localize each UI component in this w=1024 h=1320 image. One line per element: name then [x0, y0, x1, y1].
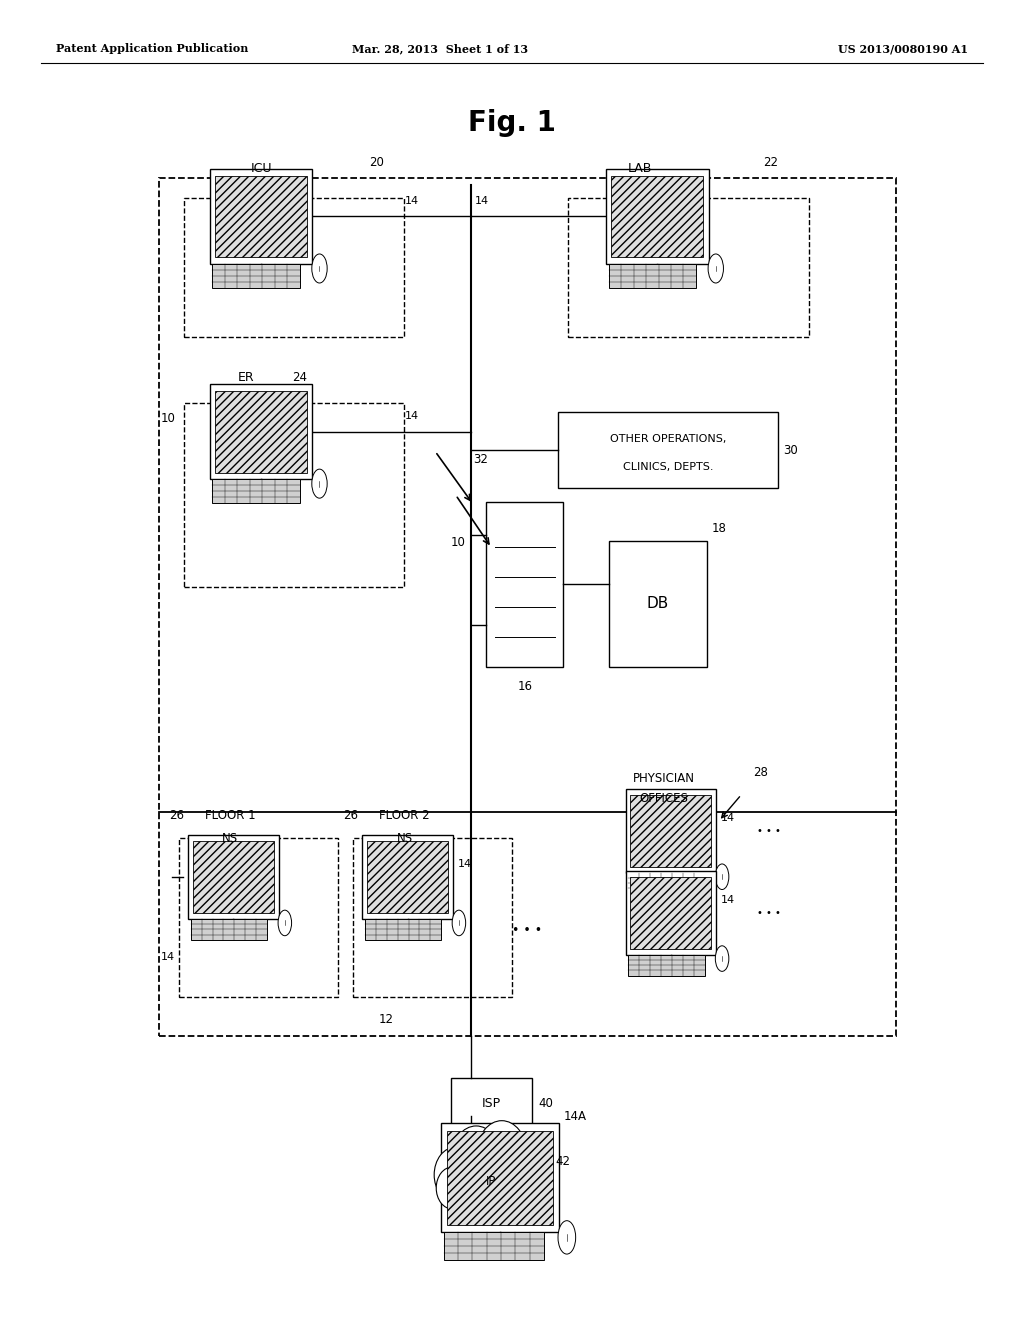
Text: • • •: • • • — [757, 908, 780, 917]
Bar — [630, 876, 712, 949]
Bar — [353, 838, 512, 997]
Text: 14A: 14A — [563, 1110, 587, 1123]
Bar — [193, 841, 274, 913]
Text: 26: 26 — [169, 809, 184, 822]
Text: 28: 28 — [753, 766, 768, 779]
Bar — [628, 873, 705, 894]
Circle shape — [436, 1167, 469, 1209]
Text: 14: 14 — [721, 813, 735, 822]
Text: OFFICES: OFFICES — [639, 792, 688, 805]
Text: IP: IP — [486, 1175, 497, 1188]
Circle shape — [477, 1121, 526, 1184]
Text: FLOOR 1: FLOOR 1 — [205, 809, 256, 822]
Text: Mar. 28, 2013  Sheet 1 of 13: Mar. 28, 2013 Sheet 1 of 13 — [352, 44, 528, 54]
Bar — [184, 403, 404, 587]
Text: PHYSICIAN: PHYSICIAN — [633, 772, 694, 785]
Ellipse shape — [311, 469, 328, 498]
Circle shape — [434, 1147, 477, 1203]
Text: 40: 40 — [539, 1097, 554, 1110]
Text: • • •: • • • — [512, 924, 543, 937]
Bar — [367, 841, 449, 913]
Bar — [440, 1123, 559, 1233]
Text: 32: 32 — [473, 453, 488, 466]
Text: 14: 14 — [404, 411, 419, 421]
Bar — [443, 1233, 544, 1259]
Bar — [606, 169, 709, 264]
Text: OTHER OPERATIONS,: OTHER OPERATIONS, — [610, 434, 726, 444]
Text: NS: NS — [396, 832, 413, 845]
Circle shape — [513, 1166, 548, 1210]
Text: 16: 16 — [517, 680, 532, 693]
Bar — [626, 871, 716, 954]
Bar — [608, 264, 696, 288]
Bar — [215, 176, 307, 257]
Bar — [558, 412, 778, 488]
Ellipse shape — [716, 865, 729, 890]
Bar — [628, 954, 705, 975]
Circle shape — [451, 1168, 492, 1221]
Text: 14: 14 — [404, 195, 419, 206]
Text: 30: 30 — [783, 444, 798, 457]
Text: 18: 18 — [712, 521, 727, 535]
Text: DB: DB — [647, 597, 669, 611]
Bar — [362, 836, 453, 919]
Text: 10: 10 — [161, 412, 176, 425]
Bar — [213, 264, 299, 288]
Bar — [213, 479, 299, 503]
Bar — [210, 384, 312, 479]
Text: ICU: ICU — [251, 162, 271, 176]
Text: 14: 14 — [458, 859, 472, 869]
Text: US 2013/0080190 A1: US 2013/0080190 A1 — [838, 44, 968, 54]
Ellipse shape — [716, 946, 729, 972]
Text: 20: 20 — [369, 156, 384, 169]
Text: NS: NS — [222, 832, 239, 845]
Bar — [184, 198, 404, 337]
Text: 42: 42 — [555, 1155, 570, 1168]
Circle shape — [505, 1142, 546, 1195]
Bar — [365, 919, 441, 940]
Text: 12: 12 — [379, 1012, 394, 1026]
Ellipse shape — [279, 911, 292, 936]
Bar — [486, 502, 563, 667]
Text: ER: ER — [238, 371, 254, 384]
Bar — [609, 541, 707, 667]
Text: • • •: • • • — [757, 826, 780, 836]
Text: CLINICS, DEPTS.: CLINICS, DEPTS. — [623, 462, 714, 473]
Bar — [179, 838, 338, 997]
Text: 14: 14 — [161, 952, 175, 962]
Bar — [215, 391, 307, 473]
Bar — [451, 1078, 532, 1129]
Circle shape — [463, 1147, 520, 1221]
Text: 14: 14 — [721, 895, 735, 904]
Text: Fig. 1: Fig. 1 — [468, 108, 556, 137]
Bar — [568, 198, 809, 337]
Text: FLOOR 2: FLOOR 2 — [379, 809, 430, 822]
Ellipse shape — [453, 911, 466, 936]
Text: ISP: ISP — [482, 1097, 501, 1110]
Text: 24: 24 — [292, 371, 307, 384]
Ellipse shape — [311, 253, 328, 282]
Text: 22: 22 — [763, 156, 778, 169]
Text: 26: 26 — [343, 809, 358, 822]
Text: 14: 14 — [475, 195, 489, 206]
Bar — [210, 169, 312, 264]
Bar — [630, 795, 712, 867]
Bar — [190, 919, 267, 940]
Bar — [611, 176, 703, 257]
Bar — [188, 836, 279, 919]
Ellipse shape — [709, 253, 723, 282]
Circle shape — [492, 1168, 532, 1221]
Circle shape — [452, 1126, 501, 1189]
Bar — [446, 1130, 553, 1225]
Text: 10: 10 — [451, 536, 466, 549]
Text: LAB: LAB — [628, 162, 652, 176]
Bar — [159, 178, 896, 1036]
Bar — [626, 789, 716, 873]
Text: Patent Application Publication: Patent Application Publication — [56, 44, 249, 54]
Ellipse shape — [558, 1221, 575, 1254]
